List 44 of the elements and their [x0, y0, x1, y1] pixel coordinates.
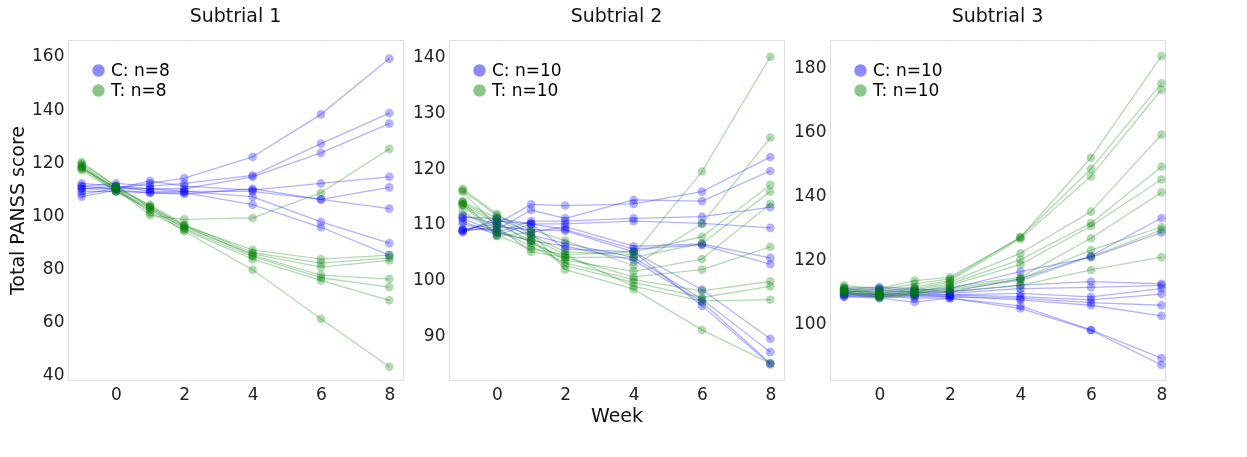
x-tick-label: 8 — [765, 383, 777, 404]
y-tick-label: 140 — [794, 185, 827, 206]
x-tick-label: 8 — [1156, 383, 1168, 404]
x-tick-label: 6 — [1086, 383, 1097, 404]
x-tick-label: 0 — [874, 383, 886, 404]
chart-title: Subtrial 2 — [570, 4, 663, 26]
chart-title: Subtrial 1 — [189, 4, 282, 26]
y-tick-label: 90 — [423, 324, 446, 345]
y-axis-title: Total PANSS score — [6, 125, 29, 297]
chart-title: Subtrial 3 — [951, 4, 1044, 26]
x-tick-label: 2 — [179, 383, 191, 404]
y-tick-label: 110 — [413, 213, 446, 234]
legend-label: C: n=10 — [492, 59, 562, 80]
x-tick-label: 6 — [316, 383, 327, 404]
y-tick-label: 160 — [794, 120, 827, 141]
x-tick-label: 8 — [384, 383, 396, 404]
x-tick-label: 4 — [628, 383, 640, 404]
legend-label: T: n=8 — [110, 79, 167, 100]
x-tick-label: 0 — [491, 383, 503, 404]
y-tick-label: 40 — [42, 364, 65, 385]
y-tick-label: 120 — [32, 151, 65, 172]
y-tick-label: 140 — [32, 98, 65, 119]
y-tick-label: 140 — [413, 46, 446, 67]
x-axis-title: Week — [590, 403, 644, 426]
y-tick-label: 100 — [32, 204, 65, 225]
y-tick-label: 180 — [794, 56, 827, 77]
y-tick-label: 100 — [413, 269, 446, 290]
x-tick-label: 6 — [697, 383, 708, 404]
y-tick-label: 120 — [794, 249, 827, 270]
x-tick-label: 2 — [560, 383, 572, 404]
y-tick-label: 160 — [32, 45, 65, 66]
legend-label: T: n=10 — [491, 79, 559, 100]
y-tick-label: 100 — [794, 313, 827, 334]
y-tick-label: 130 — [413, 101, 446, 122]
x-tick-label: 4 — [247, 383, 259, 404]
y-tick-label: 80 — [42, 257, 65, 278]
legend-label: C: n=10 — [873, 59, 943, 80]
legend-label: C: n=8 — [111, 59, 170, 80]
legend-label: T: n=10 — [872, 79, 940, 100]
y-tick-label: 120 — [413, 157, 446, 178]
x-tick-label: 2 — [944, 383, 956, 404]
y-tick-label: 60 — [42, 311, 65, 332]
x-tick-label: 4 — [1015, 383, 1027, 404]
x-tick-label: 0 — [110, 383, 122, 404]
